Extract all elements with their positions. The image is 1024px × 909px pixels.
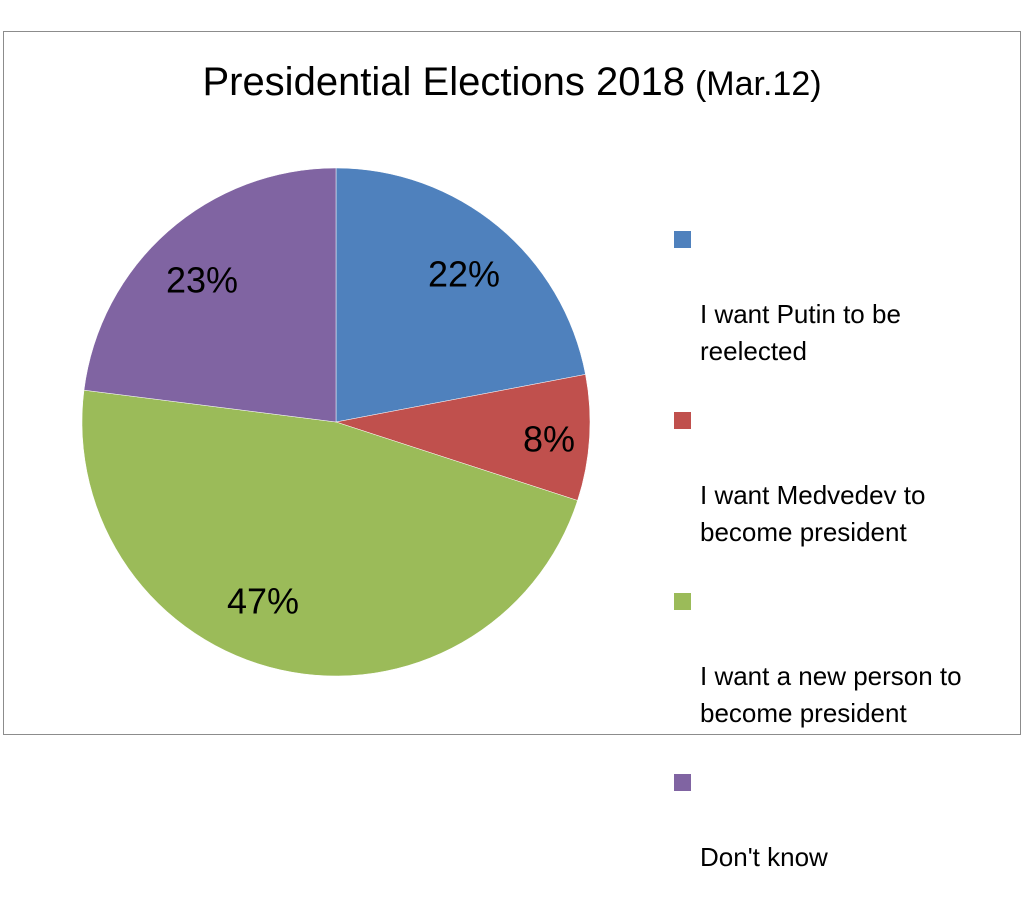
slice-label-putin: 22% [428,254,500,295]
slice-medvedev [335,374,591,501]
slice-putin [335,167,586,423]
legend-swatch-putin [674,231,691,248]
legend-swatch-medvedev [674,412,691,429]
slice-new-person [81,389,578,677]
legend-label-dont-know: Don't know [700,842,828,872]
chart-title-main: Presidential Elections 2018 [202,60,685,104]
legend-item-dont-know: Don't know [674,765,1004,876]
legend-item-medvedev: I want Medvedev to become president [674,403,1004,551]
legend: I want Putin to be reelected I want Medv… [674,222,1004,909]
slice-label-dont-know: 23% [166,260,238,301]
chart-subtitle: (Mar.12) [694,65,822,103]
legend-label-putin: I want Putin to be reelected [700,299,901,366]
slice-dont-know [83,167,337,423]
legend-item-putin: I want Putin to be reelected [674,222,1004,370]
legend-swatch-new-person [674,593,691,610]
legend-swatch-dont-know [674,774,691,791]
chart-title: Presidential Elections 2018 (Mar.12) [0,60,1024,105]
pie-chart: 22% 8% 47% 23% [81,167,591,677]
slice-label-new-person: 47% [227,581,299,622]
legend-item-new-person: I want a new person to become president [674,584,1004,732]
legend-label-new-person: I want a new person to become president [700,661,962,728]
slice-label-medvedev: 8% [523,419,575,460]
legend-label-medvedev: I want Medvedev to become president [700,480,926,547]
